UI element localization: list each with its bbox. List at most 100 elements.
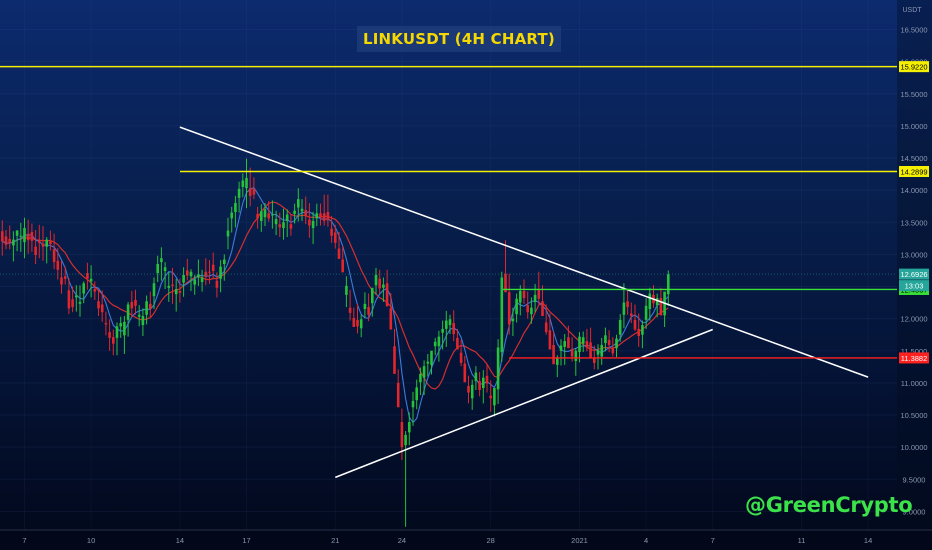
candle — [548, 313, 552, 350]
x-tick-label: 17 — [242, 536, 250, 545]
candle — [234, 195, 237, 228]
candle-body — [581, 337, 585, 344]
candle — [371, 287, 374, 317]
candle — [319, 203, 322, 226]
candle-body — [655, 298, 659, 306]
candle — [433, 337, 437, 356]
candle — [352, 307, 356, 327]
candle — [330, 215, 333, 243]
candle — [478, 371, 481, 397]
candle — [108, 319, 111, 351]
candle — [174, 278, 178, 312]
candle-body — [615, 338, 618, 349]
candle-body — [359, 319, 363, 329]
candle — [655, 293, 659, 318]
candle — [186, 258, 189, 281]
candle — [163, 262, 167, 290]
candle-body — [15, 230, 19, 236]
candle-body — [389, 308, 393, 330]
candle — [459, 339, 463, 367]
candle-body — [556, 357, 559, 365]
candle-body — [126, 304, 130, 320]
y-tick-label: 11.0000 — [901, 379, 928, 388]
watermark-text: @GreenCrypto — [745, 493, 913, 517]
candle — [123, 316, 126, 354]
candle-body — [248, 188, 252, 196]
candle — [611, 337, 615, 357]
candle-body — [75, 295, 78, 298]
candle-body — [452, 323, 455, 335]
candle-body — [419, 373, 422, 383]
candle-body — [12, 239, 15, 246]
candle-body — [26, 233, 30, 241]
gridlines — [0, 0, 897, 530]
candle-body — [396, 382, 400, 408]
candle-body — [482, 377, 485, 389]
candle-body — [504, 273, 507, 293]
candle — [223, 254, 226, 281]
candle-body — [41, 243, 45, 247]
candle — [337, 231, 341, 259]
candle-body — [589, 342, 592, 358]
candle-body — [633, 319, 637, 330]
y-tick-label: 12.0000 — [900, 315, 927, 324]
candle — [445, 310, 448, 347]
candle-body — [322, 213, 326, 221]
candle-body — [97, 301, 100, 309]
candle-body — [467, 386, 470, 393]
candle-body — [256, 213, 259, 219]
candle-body — [326, 211, 330, 221]
candle-body — [378, 278, 381, 289]
candle-body — [112, 337, 115, 344]
candle-body — [574, 350, 578, 362]
candle — [285, 209, 289, 238]
candle — [119, 316, 122, 338]
candle-body — [415, 387, 418, 401]
candle — [126, 301, 130, 337]
x-tick-label: 11 — [798, 536, 806, 545]
y-axis-currency-label: USDT — [902, 7, 922, 14]
candle — [41, 226, 45, 261]
candle — [211, 252, 215, 279]
candle — [378, 269, 381, 294]
candle-body — [315, 213, 319, 219]
candle-body — [570, 348, 574, 357]
candle-body — [230, 212, 233, 219]
candle-body — [119, 323, 122, 327]
candle — [112, 329, 115, 356]
candle — [437, 330, 441, 362]
candle — [15, 229, 19, 252]
candle — [82, 281, 85, 304]
candle — [430, 350, 433, 375]
candle-body — [585, 341, 589, 348]
candle-body — [86, 273, 89, 279]
candles — [1, 158, 670, 527]
candle-body — [548, 330, 552, 350]
candle-body — [330, 228, 333, 236]
candle-body — [337, 248, 341, 259]
candle-body — [433, 341, 437, 347]
candle — [581, 331, 585, 353]
candle-body — [145, 301, 148, 315]
candle-body — [215, 280, 219, 288]
candle-body — [533, 294, 537, 302]
candle — [304, 196, 307, 225]
candle-body — [371, 287, 374, 304]
candle-body — [426, 361, 430, 364]
candle-body — [352, 317, 356, 327]
candle-body — [441, 328, 444, 333]
candle-body — [489, 395, 492, 399]
candle-body — [607, 339, 611, 345]
candle — [300, 199, 304, 221]
candle-body — [289, 224, 293, 229]
x-axis-background — [0, 530, 932, 550]
candle — [515, 293, 518, 323]
candle — [293, 203, 296, 224]
candle-body — [348, 307, 352, 313]
candle — [12, 231, 15, 262]
candle-body — [408, 422, 411, 433]
candle-body — [200, 277, 204, 283]
candle — [500, 271, 504, 362]
candle — [463, 355, 467, 383]
